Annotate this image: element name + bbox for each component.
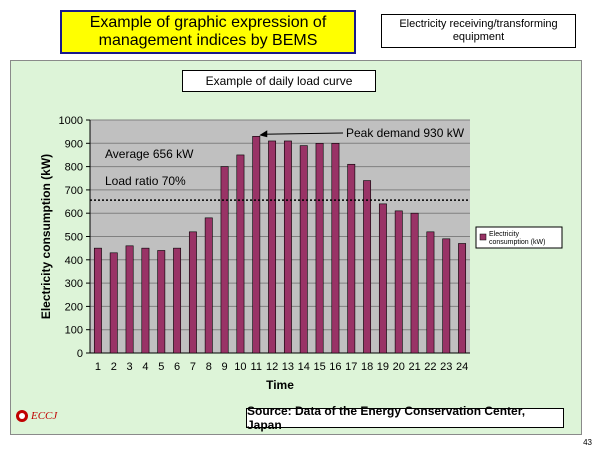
x-tick-label: 1 [95,361,101,373]
bar [378,203,387,354]
y-tick-label: 100 [65,325,83,337]
bar [410,212,419,354]
x-tick-label: 8 [206,361,212,373]
bar [157,250,166,354]
bar [394,210,403,354]
y-tick-label: 500 [65,232,83,244]
bar [125,245,134,354]
load-ratio-annotation: Load ratio 70% [105,174,186,188]
x-tick-label: 18 [361,361,373,373]
bar [426,231,435,354]
y-tick-label: 1000 [59,115,83,127]
y-tick-label: 0 [77,348,83,360]
bar [109,252,118,354]
bar [458,243,467,354]
x-tick-label: 16 [329,361,341,373]
bar [315,143,324,354]
eccj-logo-text: ECCJ [31,410,58,422]
x-tick-label: 23 [440,361,452,373]
x-tick-label: 2 [111,361,117,373]
legend-label: Electricity consumption (kW) [489,231,545,246]
x-tick-label: 14 [298,361,310,373]
x-tick-label: 15 [313,361,325,373]
bar [204,217,213,354]
peak-annotation: Peak demand 930 kW [346,126,465,140]
y-tick-label: 900 [65,138,83,150]
y-tick-label: 400 [65,255,83,267]
y-tick-label: 700 [65,185,83,197]
peak-arrow-head [259,130,268,138]
bar [252,136,261,354]
x-tick-label: 17 [345,361,357,373]
page-number: 43 [583,438,592,447]
bar [141,247,150,354]
legend-box [475,226,563,249]
x-axis-title: Time [266,378,294,392]
bar [283,140,292,354]
bar [299,145,308,354]
x-tick-label: 21 [408,361,420,373]
x-tick-label: 3 [127,361,133,373]
bar [363,180,372,354]
chart-subtitle: Example of daily load curve [182,70,376,92]
x-tick-label: 4 [142,361,148,373]
bar [442,238,451,354]
bar [347,163,356,354]
x-tick-label: 7 [190,361,196,373]
bar [93,247,102,354]
eccj-logo-icon [16,410,28,422]
bar [236,154,245,354]
eccj-logo: ECCJ [16,410,57,422]
bar [220,166,229,354]
x-tick-label: 20 [393,361,405,373]
source-note: Source: Data of the Energy Conservation … [246,404,564,432]
bar [331,143,340,354]
x-tick-label: 24 [456,361,468,373]
x-tick-label: 19 [377,361,389,373]
x-tick-label: 10 [234,361,246,373]
slide-title: Example of graphic expression of managem… [60,10,356,54]
y-axis-title: Electricity consumption (kW) [39,154,53,319]
x-tick-label: 9 [222,361,228,373]
bar [188,231,197,354]
y-tick-label: 200 [65,301,83,313]
x-tick-label: 5 [158,361,164,373]
peak-arrow-line [262,132,344,135]
equipment-label: Electricity receiving/transforming equip… [381,14,576,48]
x-tick-label: 12 [266,361,278,373]
y-tick-label: 300 [65,278,83,290]
average-annotation: Average 656 kW [105,147,194,161]
x-tick-label: 22 [424,361,436,373]
bar [173,247,182,354]
y-tick-label: 800 [65,162,83,174]
y-tick-label: 600 [65,208,83,220]
bar [268,140,277,354]
x-tick-label: 13 [282,361,294,373]
x-tick-label: 6 [174,361,180,373]
x-tick-label: 11 [251,361,262,373]
legend-swatch [479,233,487,241]
